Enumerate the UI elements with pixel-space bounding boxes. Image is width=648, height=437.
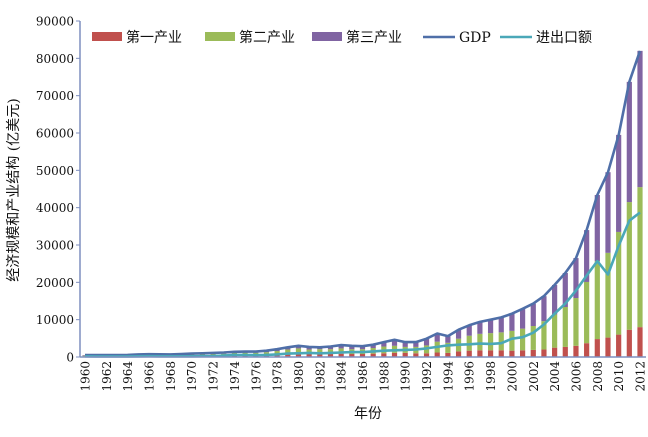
bar-第一产业-2004 — [552, 348, 557, 357]
x-tick-label: 1998 — [484, 361, 498, 392]
y-axis-title: 经济规模和产业结构 (亿美元) — [6, 98, 22, 281]
y-tick-label: 40000 — [36, 201, 74, 215]
x-tick-label: 1986 — [356, 361, 370, 392]
bar-第一产业-2000 — [509, 351, 514, 357]
x-tick-label: 1978 — [271, 361, 285, 392]
y-tick-label: 20000 — [36, 276, 74, 290]
bar-第三产业-2012 — [637, 51, 642, 187]
bar-第二产业-2007 — [584, 282, 589, 343]
x-tick-label: 2006 — [569, 361, 583, 392]
x-tick-label: 1996 — [463, 361, 477, 392]
bar-第二产业-2008 — [595, 261, 600, 339]
bar-第一产业-2010 — [616, 335, 621, 357]
x-tick-label: 1984 — [335, 361, 349, 392]
bar-第一产业-2008 — [595, 339, 600, 357]
x-tick-label: 1964 — [121, 361, 135, 392]
x-tick-label: 1960 — [79, 361, 93, 392]
bar-第三产业-2003 — [541, 296, 546, 321]
bar-第一产业-1998 — [488, 350, 493, 357]
legend-label-第三产业: 第三产业 — [346, 29, 402, 46]
bar-第二产业-2006 — [573, 298, 578, 346]
legend: 第一产业 第二产业 第三产业 GDP 进出口额 — [92, 29, 592, 46]
x-tick-label: 2010 — [612, 361, 626, 392]
x-tick-label: 1968 — [164, 361, 178, 392]
bar-第一产业-2001 — [520, 350, 525, 357]
y-tick-label: 10000 — [36, 313, 74, 327]
x-tick-label: 1980 — [292, 361, 306, 392]
x-tick-label: 1974 — [228, 361, 242, 392]
bar-第二产业-2005 — [563, 307, 568, 347]
legend-swatch-第一产业 — [92, 32, 122, 41]
x-tick-label: 2008 — [591, 361, 605, 392]
bar-第三产业-1998 — [488, 320, 493, 333]
bar-第二产业-2012 — [637, 187, 642, 327]
y-tick-label: 30000 — [36, 239, 74, 253]
y-tick-label: 90000 — [36, 15, 74, 29]
bar-第一产业-2011 — [627, 330, 632, 357]
bar-第三产业-1999 — [499, 317, 504, 332]
x-tick-label: 1994 — [441, 361, 455, 392]
bar-第二产业-2004 — [552, 314, 557, 347]
legend-label-第一产业: 第一产业 — [126, 29, 182, 46]
bar-第三产业-2004 — [552, 285, 557, 314]
y-tick-label: 70000 — [36, 89, 74, 103]
bar-第二产业-1997 — [477, 334, 482, 350]
x-tick-label: 1966 — [143, 361, 157, 392]
x-tick-label: 1970 — [185, 361, 199, 392]
x-tick-label: 1972 — [207, 361, 221, 392]
bar-第二产业-2009 — [605, 253, 610, 338]
bar-第一产业-2005 — [563, 347, 568, 357]
bar-第三产业-2010 — [616, 135, 621, 232]
y-tick-label: 80000 — [36, 52, 74, 66]
lines-layer — [85, 51, 640, 357]
x-tick-label: 1982 — [313, 361, 327, 392]
x-tick-label: 1976 — [249, 361, 263, 392]
bar-第一产业-1995 — [456, 351, 461, 357]
y-tick-label: 50000 — [36, 164, 74, 178]
bar-第一产业-1999 — [499, 350, 504, 357]
bar-第二产业-1998 — [488, 333, 493, 350]
bar-第一产业-2002 — [531, 350, 536, 357]
legend-swatch-第三产业 — [312, 32, 342, 41]
y-tick-label: 60000 — [36, 127, 74, 141]
bar-第三产业-2001 — [520, 309, 525, 329]
bar-第一产业-2006 — [573, 346, 578, 357]
legend-swatch-第二产业 — [205, 32, 235, 41]
legend-label-GDP: GDP — [459, 30, 491, 46]
legend-label-第二产业: 第二产业 — [239, 29, 295, 46]
x-tick-label: 2002 — [527, 361, 541, 392]
bar-第一产业-1997 — [477, 350, 482, 357]
bar-第三产业-2009 — [605, 172, 610, 253]
x-tick-label: 2004 — [548, 361, 562, 392]
bar-第一产业-2007 — [584, 343, 589, 357]
x-tick-label: 1962 — [100, 361, 114, 392]
legend-label-进出口额: 进出口额 — [536, 30, 592, 46]
bar-第一产业-2009 — [605, 338, 610, 357]
bar-第一产业-2012 — [637, 327, 642, 357]
bar-第三产业-2011 — [627, 82, 632, 202]
x-tick-label: 1988 — [377, 361, 391, 392]
x-tick-label: 2012 — [634, 361, 648, 392]
bar-第三产业-2002 — [531, 304, 536, 326]
y-tick-label: 0 — [66, 351, 74, 365]
x-tick-label: 1992 — [420, 361, 434, 392]
x-axis-title: 年份 — [354, 406, 382, 422]
bar-第二产业-2002 — [531, 326, 536, 350]
bar-第二产业-2001 — [520, 329, 525, 351]
x-tick-label: 2000 — [505, 361, 519, 392]
bar-第一产业-1996 — [467, 351, 472, 357]
bar-第三产业-2000 — [509, 314, 514, 331]
bar-第一产业-2003 — [541, 350, 546, 357]
x-tick-label: 1990 — [399, 361, 413, 392]
